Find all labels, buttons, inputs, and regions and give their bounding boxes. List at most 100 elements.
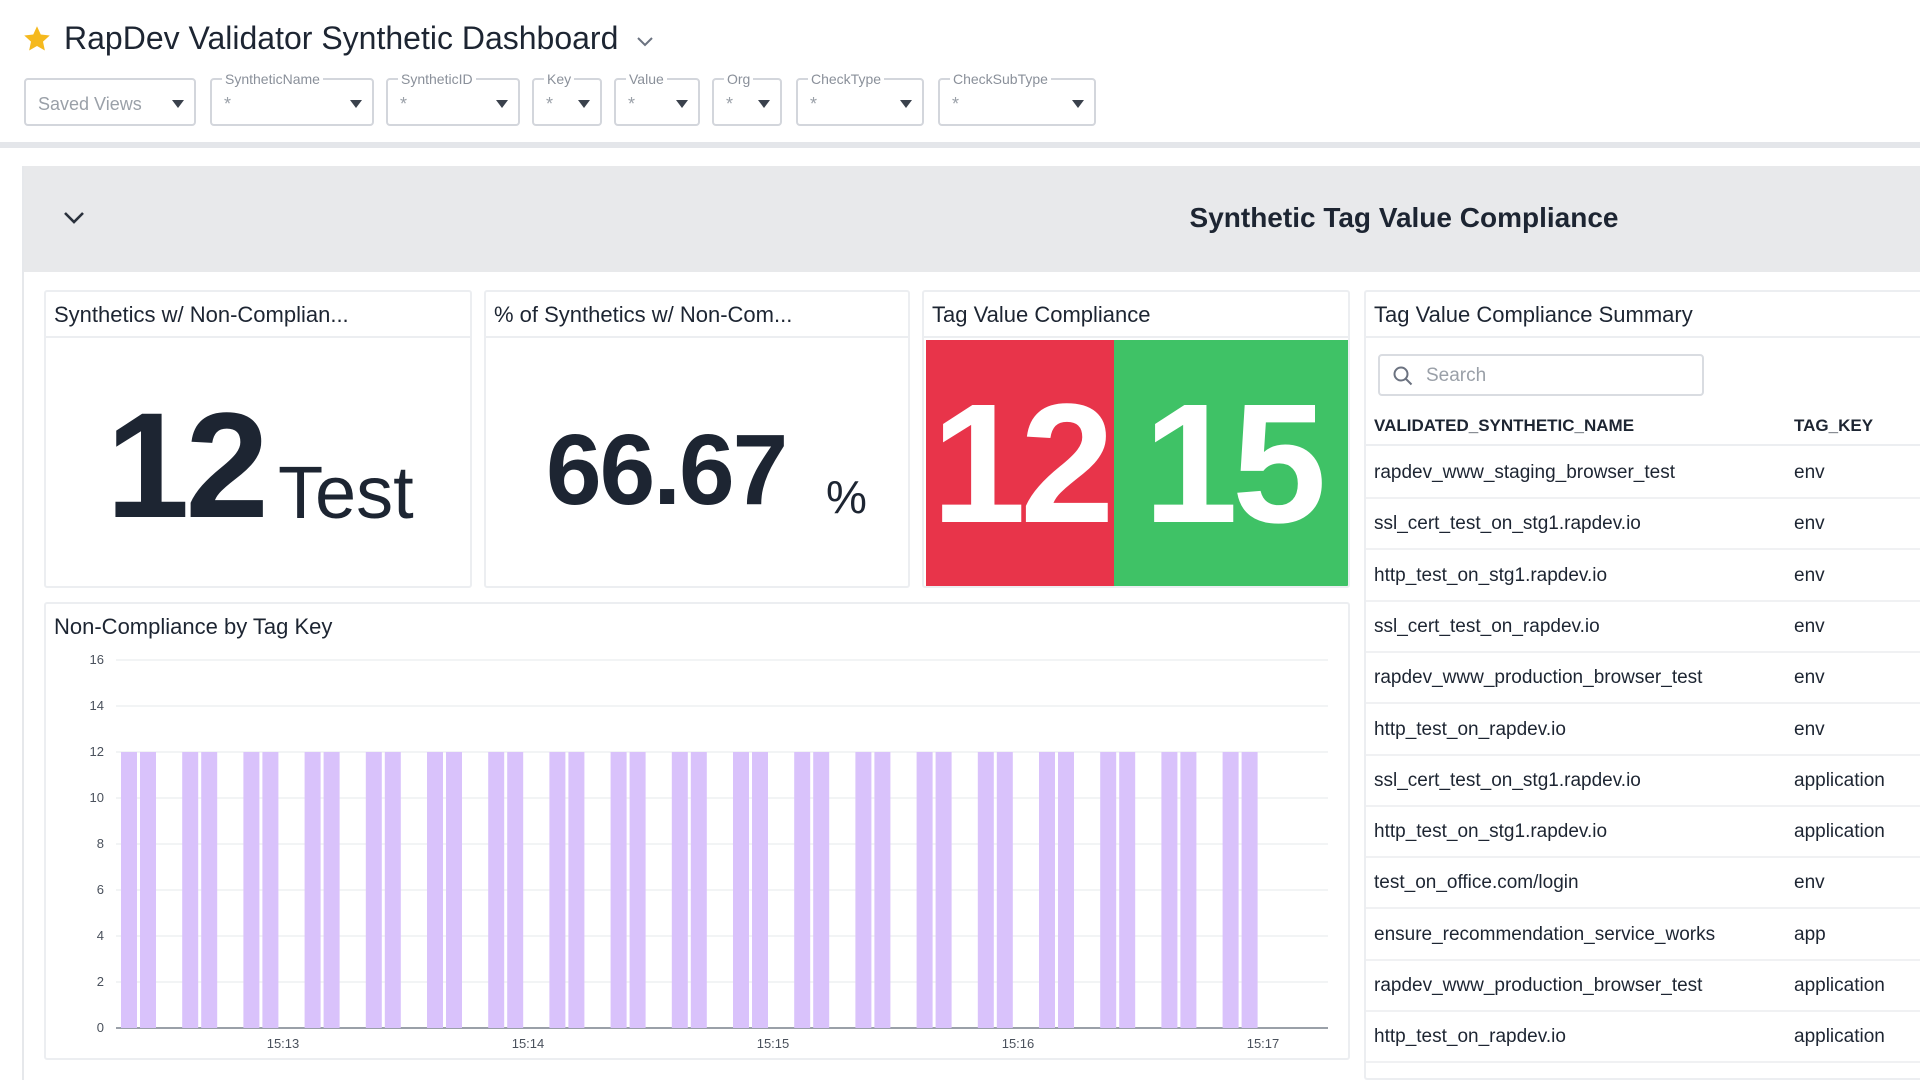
bar	[1180, 752, 1197, 1028]
star-icon[interactable]	[22, 24, 52, 54]
bar	[365, 752, 382, 1028]
table-search[interactable]	[1378, 354, 1704, 396]
cell-synthetic-name: http_test_on_stg1.rapdev.io	[1374, 564, 1608, 586]
bar	[243, 752, 260, 1028]
y-tick-label: 12	[90, 744, 104, 759]
widget-noncompliant-percent[interactable]: % of Synthetics w/ Non-Com... 66.67 %	[484, 290, 910, 588]
variable-value: *	[400, 94, 408, 114]
bar	[671, 752, 688, 1028]
bar	[794, 752, 811, 1028]
caret-down-icon	[1072, 100, 1084, 108]
bar	[446, 752, 462, 1028]
saved-views-value: Saved Views	[38, 94, 142, 114]
cell-synthetic-name: ensure_recommendation_service_works	[1374, 923, 1716, 945]
variable-value[interactable]: Value *	[614, 71, 700, 126]
variable-check-sub-type[interactable]: CheckSubType *	[938, 71, 1096, 126]
bar	[1241, 752, 1258, 1028]
y-tick-label: 2	[97, 974, 104, 989]
cell-tag-key: application	[1794, 975, 1885, 996]
column-header-synthetic-name[interactable]: VALIDATED_SYNTHETIC_NAME	[1374, 416, 1635, 435]
variable-org[interactable]: Org *	[712, 71, 782, 126]
variable-current-value: *	[628, 94, 636, 114]
title-row: RapDev Validator Synthetic Dashboard	[22, 20, 654, 57]
table-row[interactable]: http_test_on_rapdev.io env	[1366, 705, 1920, 756]
cell-tag-key: env	[1794, 872, 1825, 894]
bar	[140, 752, 156, 1028]
table-row[interactable]: ssl_cert_test_on_stg1.rapdev.io env	[1366, 499, 1920, 551]
x-tick-label: 15:15	[757, 1036, 790, 1051]
bar	[752, 752, 768, 1028]
bar	[629, 752, 646, 1028]
table-row[interactable]: ensure_recommendation_service_works app	[1366, 910, 1920, 961]
caret-down-icon	[758, 100, 770, 108]
table-row[interactable]: http_test_on_rapdev.io application	[1366, 1012, 1920, 1064]
widget-noncompliance-by-tag-key[interactable]: Non-Compliance by Tag Key 0 2 4 6 8 10 12 14 16 1…	[44, 602, 1350, 1060]
saved-views-select[interactable]: Saved Views	[24, 78, 196, 126]
variable-synthetic-id[interactable]: SyntheticID *	[386, 71, 520, 126]
bar	[182, 752, 199, 1028]
chevron-down-icon[interactable]	[636, 36, 654, 48]
table-row[interactable]: test_on_office.com/login env	[1366, 858, 1920, 910]
bar	[690, 752, 707, 1028]
bar-chart[interactable]: 0 2 4 6 8 10 12 14 16 15:13 15:14 15:15 15:16 15:17	[46, 652, 1348, 1058]
y-tick-label: 6	[97, 882, 104, 897]
variable-key[interactable]: Key *	[532, 71, 602, 126]
cell-tag-key: app	[1794, 923, 1826, 945]
variable-label: Value	[626, 71, 667, 87]
variable-check-type[interactable]: CheckType *	[796, 71, 924, 126]
variable-label: SyntheticName	[222, 71, 323, 87]
bar	[304, 752, 321, 1028]
table-row[interactable]: ssl_cert_test_on_stg1.rapdev.io applicati…	[1366, 756, 1920, 807]
variable-value: *	[546, 94, 554, 114]
widget-noncompliant-count[interactable]: Synthetics w/ Non-Complian... 12 Test	[44, 290, 472, 588]
tile-noncompliant: 12	[926, 340, 1115, 586]
cell-tag-key: application	[1794, 1026, 1885, 1048]
x-tick-label: 15:17	[1247, 1036, 1280, 1051]
bar	[935, 752, 952, 1028]
group-header[interactable]: Synthetic Tag Value Compliance	[24, 166, 1920, 272]
widget-tag-value-compliance-summary[interactable]: Tag Value Compliance Summary VALIDATED_S…	[1364, 290, 1920, 1080]
bar	[1100, 752, 1117, 1028]
widget-title: Synthetics w/ Non-Complian...	[54, 302, 349, 327]
y-tick-label: 14	[90, 698, 104, 713]
table-row[interactable]: rapdev_www_staging_browser_test env	[1366, 448, 1920, 499]
caret-down-icon	[900, 100, 912, 108]
bar	[855, 752, 872, 1028]
variable-label: Key	[544, 71, 575, 87]
table-row[interactable]: ssl_cert_test_on_rapdev.io env	[1366, 602, 1920, 653]
bar	[996, 752, 1013, 1028]
y-tick-label: 0	[97, 1020, 104, 1035]
widget-tag-value-compliance[interactable]: Tag Value Compliance 12 15	[922, 290, 1350, 588]
widget-divider	[1366, 336, 1920, 338]
cell-synthetic-name: test_on_office.com/login	[1374, 872, 1579, 894]
cell-tag-key: env	[1794, 615, 1825, 637]
search-input[interactable]	[1426, 364, 1686, 388]
cell-tag-key: env	[1794, 462, 1825, 483]
table-row[interactable]: rapdev_www_production_browser_test env	[1366, 653, 1920, 705]
x-tick-label: 15:14	[512, 1036, 545, 1051]
bar	[507, 752, 524, 1028]
column-header-tag-key[interactable]: TAG_KEY	[1794, 416, 1874, 435]
cell-synthetic-name: http_test_on_rapdev.io	[1374, 718, 1566, 740]
variable-label: CheckSubType	[950, 71, 1051, 87]
search-icon	[1393, 366, 1413, 386]
variable-value: *	[224, 94, 232, 114]
widget-divider	[46, 336, 470, 338]
bar	[1222, 752, 1239, 1028]
caret-down-icon	[676, 100, 688, 108]
dashboard-header: RapDev Validator Synthetic Dashboard Sav…	[0, 0, 1920, 148]
bar	[977, 752, 994, 1028]
variable-value: *	[726, 94, 734, 114]
table-row[interactable]: http_test_on_stg1.rapdev.io application	[1366, 807, 1920, 859]
table-row[interactable]: http_test_on_stg1.rapdev.io env	[1366, 551, 1920, 602]
variable-synthetic-name[interactable]: SyntheticName *	[210, 71, 374, 126]
cell-synthetic-name: ssl_cert_test_on_stg1.rapdev.io	[1374, 769, 1641, 791]
table-row[interactable]: rapdev_www_production_browser_test applic…	[1366, 961, 1920, 1012]
variable-label: CheckType	[808, 71, 885, 87]
bar	[916, 752, 933, 1028]
collapse-chevron-icon[interactable]	[62, 210, 86, 226]
query-value-number: 66.67	[546, 414, 788, 526]
y-tick-label: 4	[97, 928, 104, 943]
widget-title: % of Synthetics w/ Non-Com...	[494, 302, 793, 327]
query-value-number: 12	[106, 381, 269, 549]
